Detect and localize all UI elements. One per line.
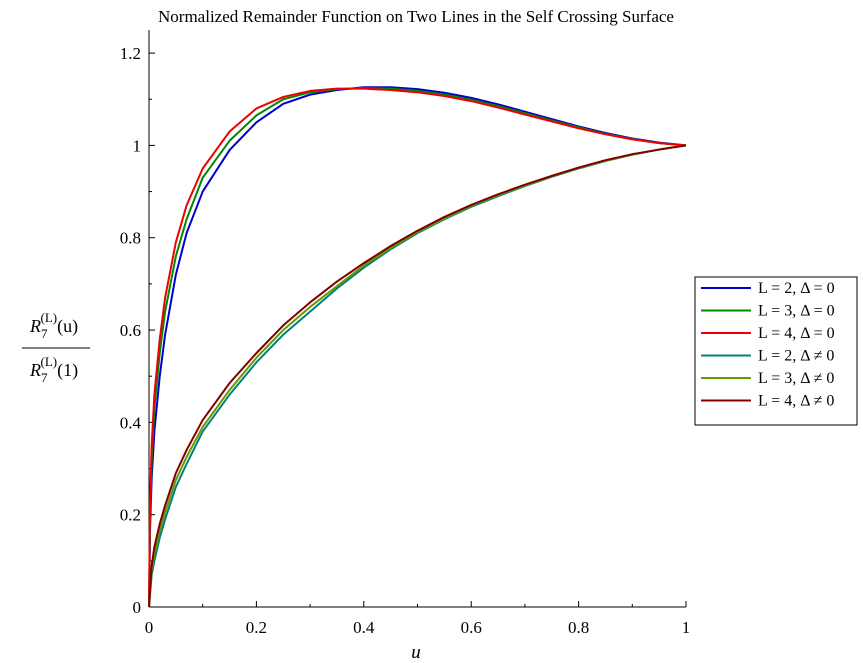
x-tick-label: 0.8 <box>568 618 589 637</box>
legend-label-5: L = 3, Δ ≠ 0 <box>758 370 834 387</box>
y-tick-label: 0.8 <box>120 229 141 248</box>
legend-label-6: L = 4, Δ ≠ 0 <box>758 393 834 410</box>
y-label-numerator: R7(L)(u) <box>29 310 78 341</box>
y-axis-label: R7(L)(u) R7(L)(1) <box>22 310 90 385</box>
y-tick-label: 1.2 <box>120 44 141 63</box>
y-tick-label: 1 <box>133 136 142 155</box>
series-line-2 <box>148 87 687 608</box>
series-line-3 <box>148 87 687 608</box>
x-tick-label: 0.2 <box>246 618 267 637</box>
series-line-4 <box>148 144 687 608</box>
legend-box <box>694 276 858 426</box>
x-axis-label: u <box>411 642 421 663</box>
legend-label-2: L = 3, Δ = 0 <box>758 303 835 320</box>
y-tick-label: 0.4 <box>120 413 142 432</box>
series-line-5 <box>148 144 687 608</box>
x-tick-label: 0.4 <box>353 618 375 637</box>
y-tick-label: 0.2 <box>120 506 141 525</box>
series-lines <box>148 86 687 608</box>
chart-title: Normalized Remainder Function on Two Lin… <box>158 7 674 26</box>
axes: 0 0.2 0.4 0.6 0.8 1 0 0.2 0.4 0.6 0.8 1 1.2 <box>120 30 691 637</box>
x-tick-label: 0.6 <box>461 618 482 637</box>
series-line-1 <box>148 86 687 608</box>
series-line-6 <box>148 144 687 608</box>
legend-label-4: L = 2, Δ ≠ 0 <box>758 348 834 365</box>
legend: L = 2, Δ = 0 L = 3, Δ = 0 L = 4, Δ = 0 L = … <box>694 276 858 426</box>
x-tick-label: 1 <box>682 618 691 637</box>
legend-label-3: L = 4, Δ = 0 <box>758 325 835 342</box>
y-tick-label: 0 <box>133 598 142 617</box>
y-label-denominator: R7(L)(1) <box>29 354 78 385</box>
y-tick-label: 0.6 <box>120 321 141 340</box>
legend-label-1: L = 2, Δ = 0 <box>758 280 835 297</box>
x-tick-label: 0 <box>145 618 154 637</box>
